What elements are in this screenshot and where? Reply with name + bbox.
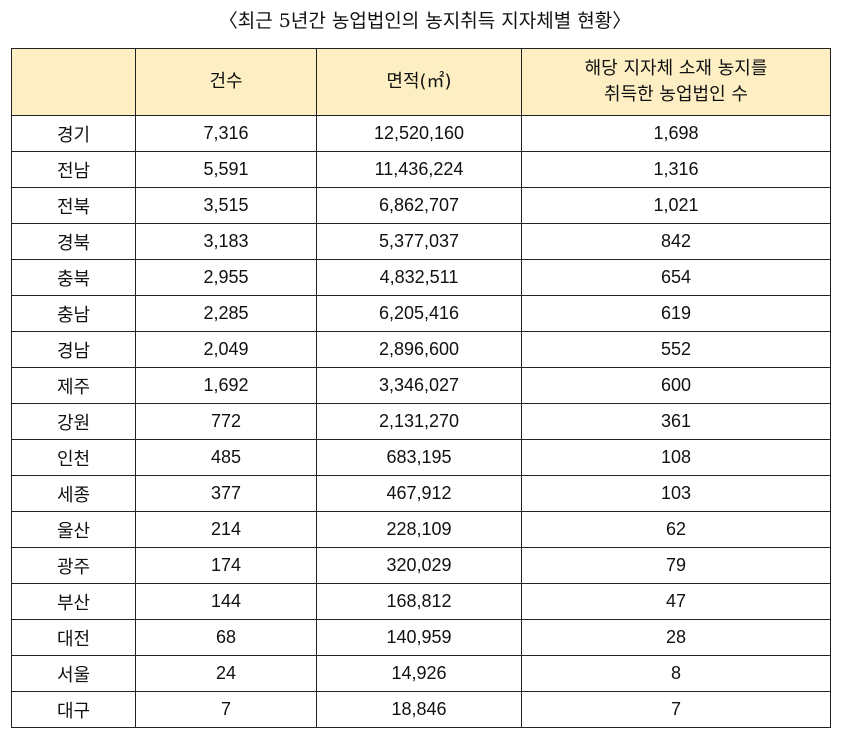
cell-area: 2,131,270 (316, 403, 522, 440)
cell-count: 2,955 (135, 259, 317, 296)
header-row: 건수 면적(㎡) 해당 지자체 소재 농지를 취득한 농업법인 수 (11, 48, 831, 116)
cell-corps: 361 (521, 403, 831, 440)
cell-corps: 7 (521, 691, 831, 728)
cell-region: 인천 (11, 439, 136, 476)
cell-area: 4,832,511 (316, 259, 522, 296)
cell-count: 485 (135, 439, 317, 476)
cell-corps: 103 (521, 475, 831, 512)
cell-area: 18,846 (316, 691, 522, 728)
cell-area: 2,896,600 (316, 331, 522, 368)
cell-area: 11,436,224 (316, 151, 522, 188)
cell-corps: 619 (521, 295, 831, 332)
cell-count: 2,285 (135, 295, 317, 332)
table-row: 경남 2,049 2,896,600 552 (11, 331, 831, 368)
cell-region: 강원 (11, 403, 136, 440)
cell-region: 세종 (11, 475, 136, 512)
cell-region: 부산 (11, 583, 136, 620)
table-row: 대전 68 140,959 28 (11, 619, 831, 656)
cell-region: 충북 (11, 259, 136, 296)
cell-region: 경남 (11, 331, 136, 368)
cell-count: 772 (135, 403, 317, 440)
cell-count: 7,316 (135, 115, 317, 152)
cell-corps: 28 (521, 619, 831, 656)
cell-corps: 1,021 (521, 187, 831, 224)
cell-area: 3,346,027 (316, 367, 522, 404)
cell-region: 대전 (11, 619, 136, 656)
header-count: 건수 (135, 48, 317, 116)
cell-count: 3,183 (135, 223, 317, 260)
cell-corps: 552 (521, 331, 831, 368)
table-row: 인천 485 683,195 108 (11, 439, 831, 476)
cell-corps: 108 (521, 439, 831, 476)
cell-count: 5,591 (135, 151, 317, 188)
table-row: 충북 2,955 4,832,511 654 (11, 259, 831, 296)
cell-region: 대구 (11, 691, 136, 728)
cell-area: 140,959 (316, 619, 522, 656)
cell-count: 377 (135, 475, 317, 512)
cell-count: 7 (135, 691, 317, 728)
cell-region: 전북 (11, 187, 136, 224)
cell-area: 467,912 (316, 475, 522, 512)
farmland-acquisition-table: 건수 면적(㎡) 해당 지자체 소재 농지를 취득한 농업법인 수 경기 7,31… (11, 48, 831, 728)
cell-count: 214 (135, 511, 317, 548)
table-row: 울산 214 228,109 62 (11, 511, 831, 548)
cell-count: 2,049 (135, 331, 317, 368)
page-title: 〈최근 5년간 농업법인의 농지취득 지자체별 현황〉 (218, 10, 632, 32)
table-row: 광주 174 320,029 79 (11, 547, 831, 584)
cell-area: 683,195 (316, 439, 522, 476)
table-body: 경기 7,316 12,520,160 1,698 전남 5,591 11,436,224 1… (11, 115, 831, 728)
cell-area: 14,926 (316, 655, 522, 692)
table-row: 서울 24 14,926 8 (11, 655, 831, 692)
cell-area: 12,520,160 (316, 115, 522, 152)
cell-count: 1,692 (135, 367, 317, 404)
cell-region: 제주 (11, 367, 136, 404)
cell-area: 228,109 (316, 511, 522, 548)
table-row: 경북 3,183 5,377,037 842 (11, 223, 831, 260)
cell-region: 경기 (11, 115, 136, 152)
table-row: 충남 2,285 6,205,416 619 (11, 295, 831, 332)
cell-count: 3,515 (135, 187, 317, 224)
cell-area: 168,812 (316, 583, 522, 620)
cell-count: 174 (135, 547, 317, 584)
cell-area: 6,862,707 (316, 187, 522, 224)
table-row: 전남 5,591 11,436,224 1,316 (11, 151, 831, 188)
cell-region: 충남 (11, 295, 136, 332)
cell-corps: 842 (521, 223, 831, 260)
cell-region: 광주 (11, 547, 136, 584)
header-corps-line1: 해당 지자체 소재 농지를 (584, 58, 768, 79)
table-row: 세종 377 467,912 103 (11, 475, 831, 512)
table-row: 부산 144 168,812 47 (11, 583, 831, 620)
cell-count: 68 (135, 619, 317, 656)
cell-corps: 79 (521, 547, 831, 584)
cell-corps: 600 (521, 367, 831, 404)
cell-area: 5,377,037 (316, 223, 522, 260)
cell-region: 울산 (11, 511, 136, 548)
cell-area: 6,205,416 (316, 295, 522, 332)
cell-corps: 1,316 (521, 151, 831, 188)
cell-count: 24 (135, 655, 317, 692)
table-row: 대구 7 18,846 7 (11, 691, 831, 728)
cell-corps: 47 (521, 583, 831, 620)
table-row: 강원 772 2,131,270 361 (11, 403, 831, 440)
cell-corps: 1,698 (521, 115, 831, 152)
cell-corps: 654 (521, 259, 831, 296)
cell-region: 서울 (11, 655, 136, 692)
cell-region: 전남 (11, 151, 136, 188)
table-row: 경기 7,316 12,520,160 1,698 (11, 115, 831, 152)
header-corps-line2: 취득한 농업법인 수 (604, 84, 748, 105)
cell-corps: 8 (521, 655, 831, 692)
table-row: 전북 3,515 6,862,707 1,021 (11, 187, 831, 224)
header-area: 면적(㎡) (316, 48, 522, 116)
cell-count: 144 (135, 583, 317, 620)
cell-area: 320,029 (316, 547, 522, 584)
cell-region: 경북 (11, 223, 136, 260)
cell-corps: 62 (521, 511, 831, 548)
header-region (11, 48, 136, 116)
table-row: 제주 1,692 3,346,027 600 (11, 367, 831, 404)
header-corps: 해당 지자체 소재 농지를 취득한 농업법인 수 (521, 48, 831, 116)
table-header: 건수 면적(㎡) 해당 지자체 소재 농지를 취득한 농업법인 수 (11, 48, 831, 116)
